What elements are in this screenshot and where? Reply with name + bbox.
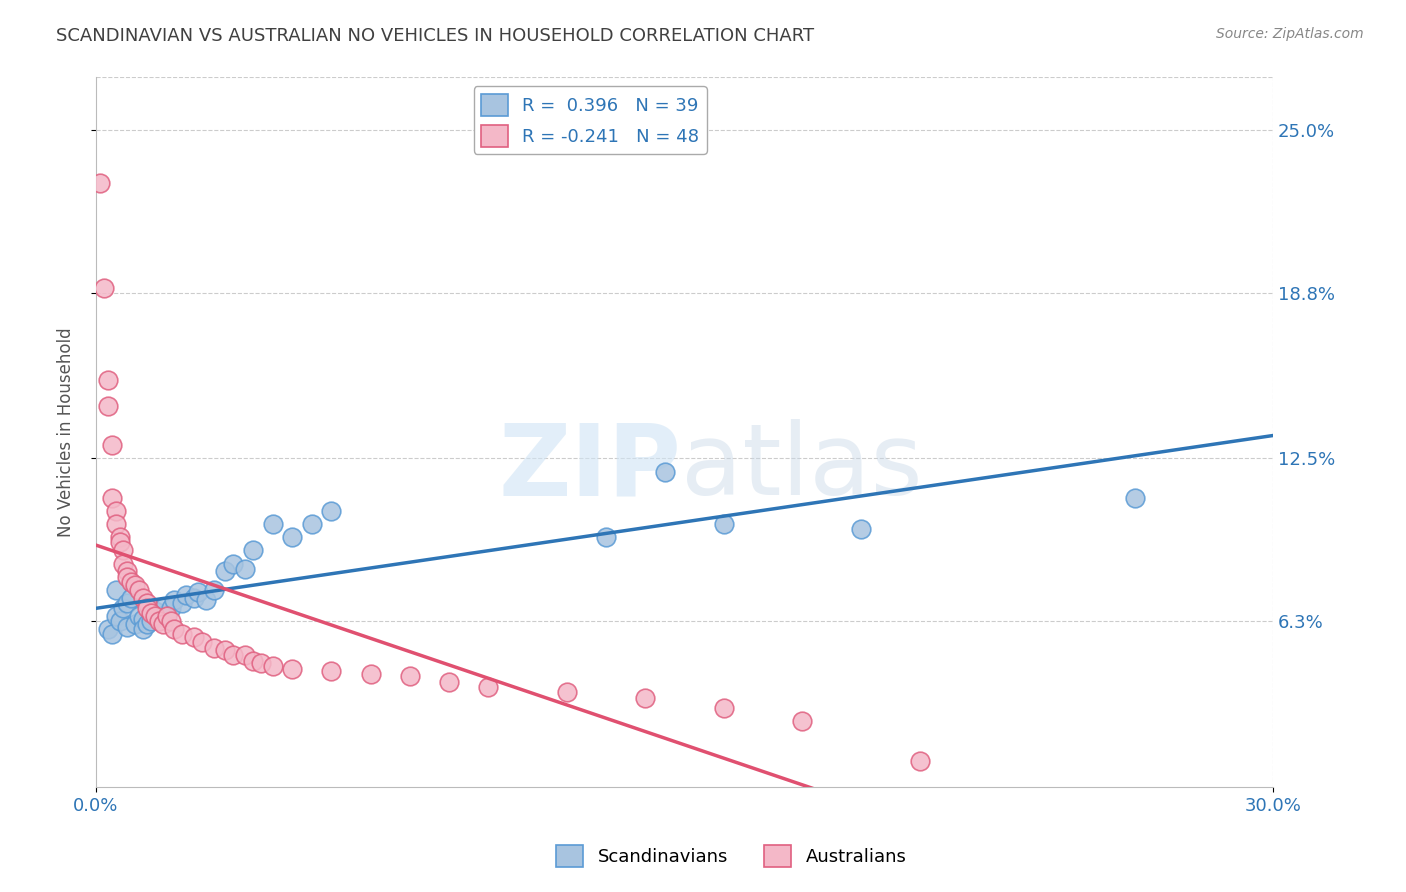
Point [214, 565, 236, 579]
Point [104, 609, 127, 624]
Point [202, 582, 225, 597]
Point [104, 517, 127, 532]
Point [148, 615, 170, 629]
Point [360, 666, 382, 681]
Point [97, 622, 120, 636]
Point [112, 557, 135, 571]
Point [242, 543, 264, 558]
Point [159, 601, 181, 615]
Point [143, 604, 166, 618]
Point [117, 619, 139, 633]
Text: atlas: atlas [681, 419, 922, 516]
Point [132, 622, 155, 636]
Text: ZIP: ZIP [499, 419, 682, 516]
Point [172, 627, 194, 641]
Point [321, 665, 343, 679]
Legend: Scandinavians, Australians: Scandinavians, Australians [548, 838, 914, 874]
Point [136, 616, 159, 631]
Legend: R =  0.396   N = 39, R = -0.241   N = 48: R = 0.396 N = 39, R = -0.241 N = 48 [474, 87, 707, 154]
Point [908, 754, 931, 768]
Point [136, 596, 159, 610]
Point [128, 582, 150, 597]
Point [100, 627, 122, 641]
Point [187, 585, 209, 599]
Point [120, 574, 142, 589]
Point [262, 659, 284, 673]
Point [124, 577, 146, 591]
Y-axis label: No Vehicles in Household: No Vehicles in Household [58, 327, 75, 537]
Point [222, 648, 245, 663]
Point [104, 582, 127, 597]
Point [301, 517, 323, 532]
Text: Source: ZipAtlas.com: Source: ZipAtlas.com [1216, 27, 1364, 41]
Point [634, 690, 657, 705]
Point [398, 669, 420, 683]
Point [555, 685, 578, 699]
Point [281, 530, 304, 544]
Point [174, 588, 197, 602]
Point [132, 612, 155, 626]
Point [97, 399, 120, 413]
Point [654, 465, 676, 479]
Point [108, 530, 131, 544]
Point [202, 640, 225, 655]
Point [242, 654, 264, 668]
Point [93, 280, 115, 294]
Point [172, 596, 194, 610]
Point [132, 591, 155, 605]
Point [163, 593, 186, 607]
Point [194, 593, 217, 607]
Point [262, 517, 284, 532]
Point [281, 662, 304, 676]
Point [108, 535, 131, 549]
Point [152, 616, 174, 631]
Point [321, 504, 343, 518]
Point [148, 609, 170, 624]
Point [117, 596, 139, 610]
Point [477, 680, 499, 694]
Point [222, 557, 245, 571]
Point [156, 609, 179, 624]
Point [849, 522, 872, 536]
Point [112, 601, 135, 615]
Point [1125, 491, 1147, 505]
Point [163, 622, 186, 636]
Point [117, 569, 139, 583]
Point [233, 648, 256, 663]
Point [790, 714, 813, 728]
Point [100, 491, 122, 505]
Point [159, 615, 181, 629]
Point [120, 591, 142, 605]
Point [595, 530, 617, 544]
Point [108, 615, 131, 629]
Point [139, 607, 162, 621]
Point [152, 601, 174, 615]
Point [128, 609, 150, 624]
Point [89, 176, 111, 190]
Point [143, 609, 166, 624]
Point [183, 591, 205, 605]
Point [183, 630, 205, 644]
Point [233, 562, 256, 576]
Text: SCANDINAVIAN VS AUSTRALIAN NO VEHICLES IN HOUSEHOLD CORRELATION CHART: SCANDINAVIAN VS AUSTRALIAN NO VEHICLES I… [56, 27, 814, 45]
Point [136, 601, 159, 615]
Point [100, 438, 122, 452]
Point [124, 616, 146, 631]
Point [112, 543, 135, 558]
Point [437, 674, 460, 689]
Point [104, 504, 127, 518]
Point [214, 643, 236, 657]
Point [249, 657, 271, 671]
Point [713, 701, 735, 715]
Point [191, 635, 214, 649]
Point [97, 373, 120, 387]
Point [139, 615, 162, 629]
Point [713, 517, 735, 532]
Point [117, 565, 139, 579]
